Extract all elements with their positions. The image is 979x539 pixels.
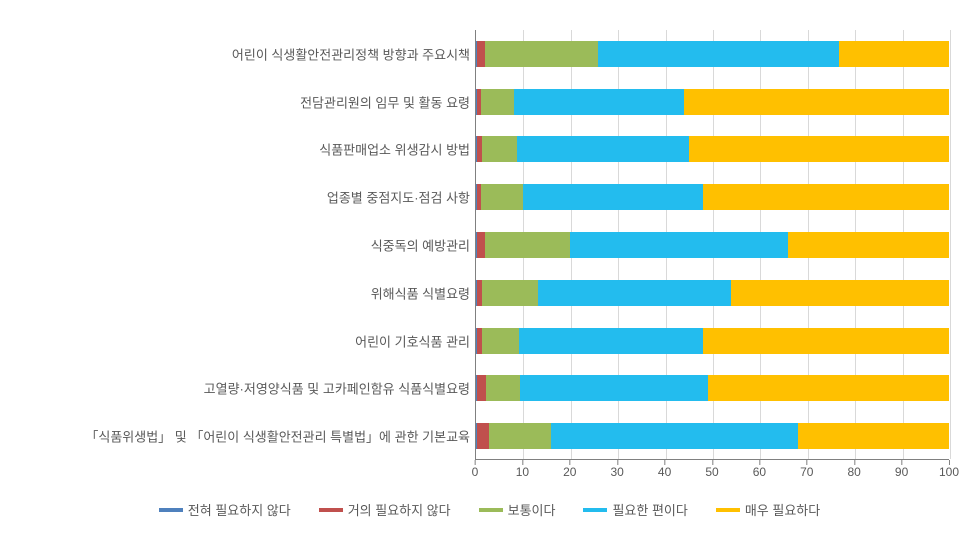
- bar-segment: [485, 232, 570, 258]
- tick-mark: [807, 460, 808, 465]
- bar-segment: [538, 280, 731, 306]
- x-tick-label: 30: [611, 465, 624, 479]
- bar-row: [476, 41, 949, 67]
- y-tick-label: 식중독의 예방관리: [371, 236, 470, 255]
- legend-label: 필요한 편이다: [612, 500, 687, 519]
- y-tick-label: 전담관리원의 임무 및 활동 요령: [300, 92, 470, 111]
- tick-mark: [854, 460, 855, 465]
- gridline: [950, 30, 951, 459]
- tick-mark: [665, 460, 666, 465]
- bar-segment: [482, 136, 517, 162]
- legend-swatch: [583, 508, 607, 512]
- bar-segment: [519, 328, 703, 354]
- legend-item: 거의 필요하지 않다: [319, 500, 451, 519]
- bar-segment: [520, 375, 708, 401]
- bar-segment: [689, 136, 949, 162]
- bar-segment: [481, 184, 524, 210]
- legend-label: 보통이다: [508, 500, 556, 519]
- bar-segment: [482, 328, 520, 354]
- y-axis-labels: 어린이 식생활안전관리정책 방향과 주요시책전담관리원의 임무 및 활동 요령식…: [20, 30, 470, 460]
- tick-mark: [475, 460, 476, 465]
- bar-segment: [551, 423, 798, 449]
- x-tick-label: 50: [705, 465, 718, 479]
- y-tick-label: 업종별 중점지도·점검 사항: [327, 188, 470, 207]
- legend-swatch: [716, 508, 740, 512]
- bar-segment: [477, 375, 486, 401]
- legend-item: 전혀 필요하지 않다: [159, 500, 291, 519]
- x-tick-label: 10: [516, 465, 529, 479]
- legend-label: 매우 필요하다: [745, 500, 820, 519]
- legend-item: 보통이다: [479, 500, 556, 519]
- bars-area: [475, 30, 949, 460]
- bar-row: [476, 89, 949, 115]
- plot-area: [475, 30, 949, 460]
- x-tick-label: 20: [563, 465, 576, 479]
- x-axis-ticks: 0102030405060708090100: [475, 465, 949, 485]
- y-tick-label: 고열량·저영양식품 및 고카페인함유 식품식별요령: [204, 379, 470, 398]
- x-tick-label: 60: [753, 465, 766, 479]
- bar-row: [476, 184, 949, 210]
- legend: 전혀 필요하지 않다 거의 필요하지 않다 보통이다 필요한 편이다 매우 필요하다: [20, 500, 959, 519]
- y-tick-label: 위해식품 식별요령: [371, 283, 470, 302]
- bar-segment: [477, 232, 484, 258]
- bar-segment: [788, 232, 949, 258]
- chart-container: 어린이 식생활안전관리정책 방향과 주요시책전담관리원의 임무 및 활동 요령식…: [20, 20, 959, 519]
- bar-segment: [486, 375, 519, 401]
- bar-segment: [708, 375, 949, 401]
- y-tick-label: 식품판매업소 위생감시 방법: [319, 140, 470, 159]
- bar-segment: [481, 89, 514, 115]
- bar-segment: [798, 423, 949, 449]
- bar-row: [476, 232, 949, 258]
- legend-item: 매우 필요하다: [716, 500, 820, 519]
- bar-row: [476, 280, 949, 306]
- x-tick-label: 100: [939, 465, 959, 479]
- bar-segment: [477, 423, 489, 449]
- bar-segment: [514, 89, 684, 115]
- bar-segment: [703, 184, 949, 210]
- bar-segment: [684, 89, 949, 115]
- bar-segment: [477, 41, 484, 67]
- bar-row: [476, 136, 949, 162]
- tick-mark: [902, 460, 903, 465]
- legend-label: 거의 필요하지 않다: [348, 500, 451, 519]
- x-tick-label: 80: [848, 465, 861, 479]
- legend-item: 필요한 편이다: [583, 500, 687, 519]
- bar-row: [476, 423, 949, 449]
- tick-mark: [712, 460, 713, 465]
- tick-mark: [522, 460, 523, 465]
- x-tick-label: 90: [895, 465, 908, 479]
- bar-segment: [731, 280, 949, 306]
- bar-segment: [598, 41, 839, 67]
- bar-segment: [517, 136, 689, 162]
- legend-swatch: [159, 508, 183, 512]
- bar-segment: [482, 280, 539, 306]
- y-tick-label: 어린이 식생활안전관리정책 방향과 주요시책: [232, 44, 470, 63]
- legend-swatch: [479, 508, 503, 512]
- bar-segment: [839, 41, 949, 67]
- legend-label: 전혀 필요하지 않다: [188, 500, 291, 519]
- x-tick-label: 0: [472, 465, 479, 479]
- x-tick-label: 40: [658, 465, 671, 479]
- bar-segment: [703, 328, 949, 354]
- bar-segment: [523, 184, 703, 210]
- bar-segment: [570, 232, 789, 258]
- bar-row: [476, 375, 949, 401]
- y-tick-label: 어린이 기호식품 관리: [355, 331, 470, 350]
- y-tick-label: 「식품위생법」 및 「어린이 식생활안전관리 특별법」에 관한 기본교육: [85, 427, 470, 446]
- tick-mark: [570, 460, 571, 465]
- tick-mark: [759, 460, 760, 465]
- tick-mark: [617, 460, 618, 465]
- bar-row: [476, 328, 949, 354]
- x-tick-label: 70: [800, 465, 813, 479]
- tick-mark: [949, 460, 950, 465]
- bar-segment: [485, 41, 599, 67]
- bar-segment: [489, 423, 550, 449]
- legend-swatch: [319, 508, 343, 512]
